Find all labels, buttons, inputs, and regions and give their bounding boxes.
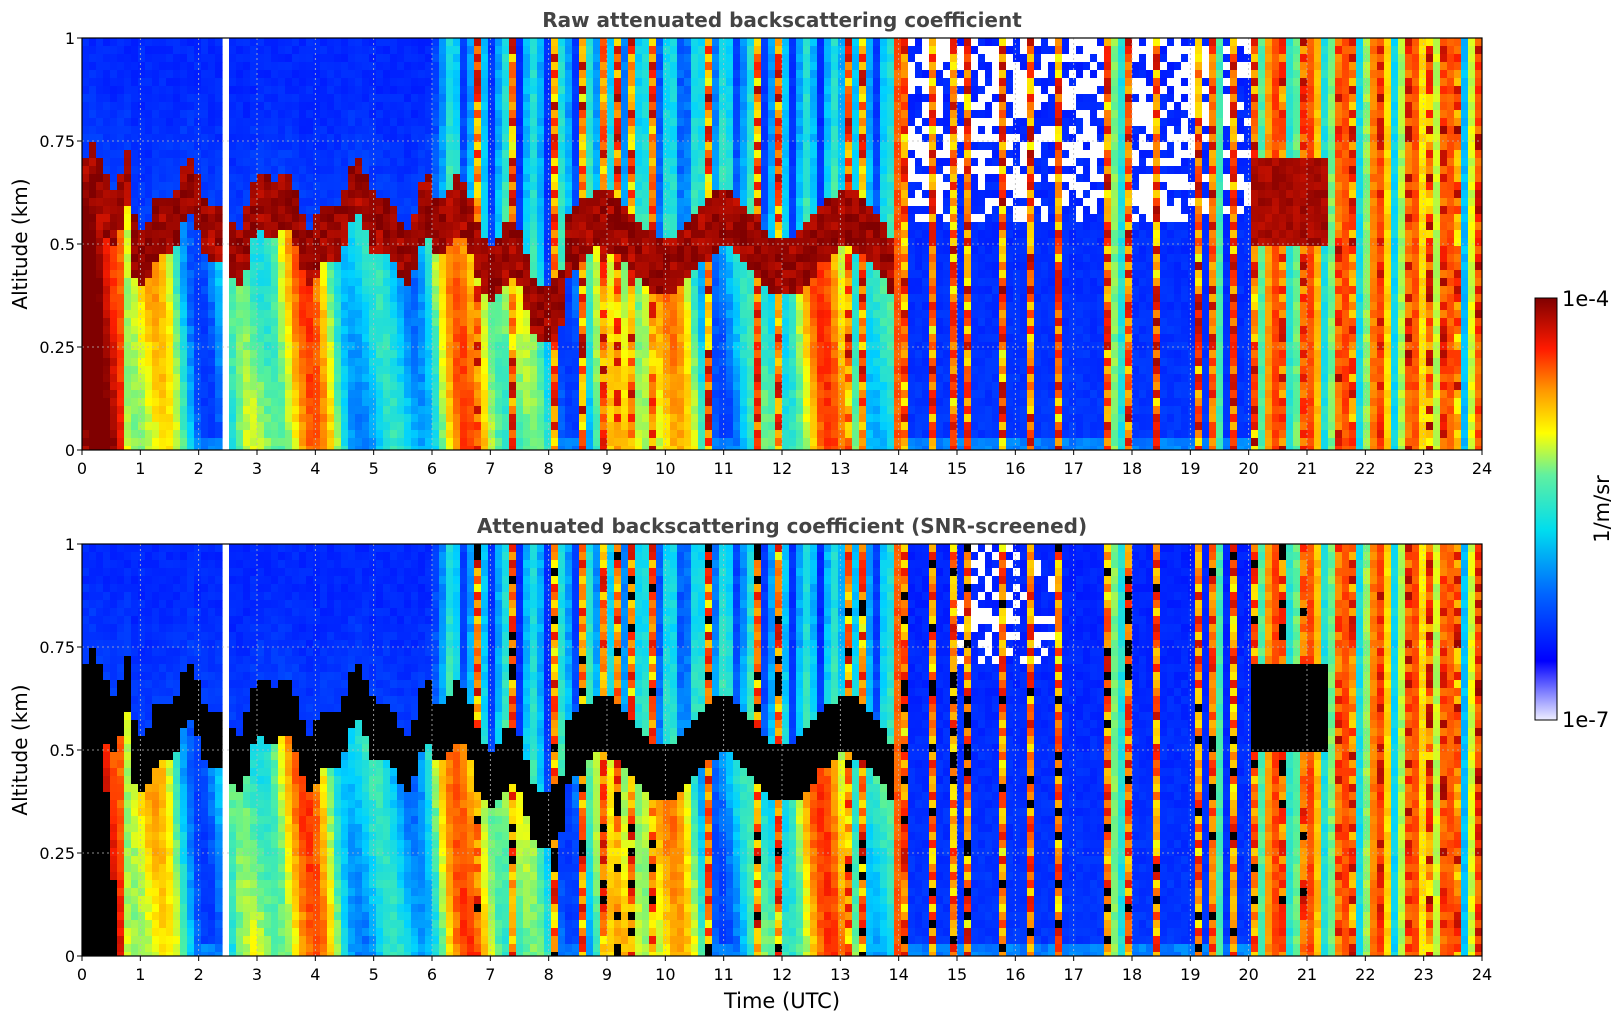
y-tick-label: 0 xyxy=(65,947,75,966)
x-tick-label: 21 xyxy=(1297,965,1317,984)
x-tick-label: 15 xyxy=(947,459,967,478)
y-tick-label: 0.25 xyxy=(39,338,75,357)
x-tick-label: 18 xyxy=(1122,459,1142,478)
y-tick-label: 0.5 xyxy=(50,235,75,254)
x-tick-label: 12 xyxy=(772,459,792,478)
axis-ticks: 0 1 2 3 4 5 6 7 8 9 10 11 12 13 14 15 16 17 18 19 20 21 22 23 24… xyxy=(39,29,1492,478)
x-tick-label: 9 xyxy=(602,965,612,984)
x-tick-label: 18 xyxy=(1122,965,1142,984)
x-tick-label: 7 xyxy=(485,965,495,984)
x-tick-label: 1 xyxy=(135,965,145,984)
x-tick-label: 3 xyxy=(252,459,262,478)
x-tick-label: 1 xyxy=(135,459,145,478)
x-tick-label: 13 xyxy=(830,965,850,984)
y-tick-label: 0 xyxy=(65,441,75,460)
x-tick-label: 0 xyxy=(77,459,87,478)
x-tick-label: 23 xyxy=(1413,965,1433,984)
x-tick-label: 21 xyxy=(1297,459,1317,478)
x-tick-label: 24 xyxy=(1472,965,1492,984)
x-tick-label: 11 xyxy=(713,459,733,478)
x-tick-label: 4 xyxy=(310,965,320,984)
x-tick-label: 0 xyxy=(77,965,87,984)
x-tick-label: 14 xyxy=(888,965,908,984)
x-tick-label: 8 xyxy=(544,965,554,984)
x-tick-label: 24 xyxy=(1472,459,1492,478)
colorbar-min-label: 1e-7 xyxy=(1562,708,1609,732)
heatmap-screened xyxy=(82,544,1482,956)
x-tick-label: 8 xyxy=(544,459,554,478)
y-tick-label: 0.75 xyxy=(39,132,75,151)
x-tick-label: 16 xyxy=(1005,459,1025,478)
heatmap-raw xyxy=(82,38,1482,450)
x-tick-label: 5 xyxy=(369,459,379,478)
x-tick-label: 15 xyxy=(947,965,967,984)
x-axis-label: Time (UTC) xyxy=(723,989,840,1013)
colorbar-max-label: 1e-4 xyxy=(1562,287,1609,311)
x-tick-label: 12 xyxy=(772,965,792,984)
axis-ticks: 0 1 2 3 4 5 6 7 8 9 10 11 12 13 14 15 16 17 18 19 20 21 22 23 24… xyxy=(39,535,1492,984)
y-tick-label: 0.5 xyxy=(50,741,75,760)
x-tick-label: 19 xyxy=(1180,965,1200,984)
x-tick-label: 20 xyxy=(1238,965,1258,984)
x-tick-label: 4 xyxy=(310,459,320,478)
x-tick-label: 19 xyxy=(1180,459,1200,478)
x-tick-label: 6 xyxy=(427,965,437,984)
x-tick-label: 2 xyxy=(194,965,204,984)
panel-screened: Attenuated backscattering coefficient (S… xyxy=(8,514,1492,1013)
y-axis-label: Altitude (km) xyxy=(8,684,32,815)
x-tick-label: 16 xyxy=(1005,965,1025,984)
colorbar: 1e-4 1e-7 1/m/sr xyxy=(1534,287,1614,732)
x-tick-label: 2 xyxy=(194,459,204,478)
x-tick-label: 17 xyxy=(1063,459,1083,478)
y-tick-label: 0.75 xyxy=(39,638,75,657)
panel-title: Raw attenuated backscattering coefficien… xyxy=(542,8,1022,32)
x-tick-label: 7 xyxy=(485,459,495,478)
y-tick-label: 1 xyxy=(65,535,75,554)
x-tick-label: 3 xyxy=(252,965,262,984)
colorbar-unit-label: 1/m/sr xyxy=(1590,475,1614,543)
x-tick-label: 17 xyxy=(1063,965,1083,984)
x-tick-label: 6 xyxy=(427,459,437,478)
x-tick-label: 9 xyxy=(602,459,612,478)
x-tick-label: 5 xyxy=(369,965,379,984)
x-tick-label: 11 xyxy=(713,965,733,984)
y-tick-label: 0.25 xyxy=(39,844,75,863)
panel-raw: Raw attenuated backscattering coefficien… xyxy=(8,8,1492,478)
x-tick-label: 10 xyxy=(655,965,675,984)
x-tick-label: 23 xyxy=(1413,459,1433,478)
panel-title: Attenuated backscattering coefficient (S… xyxy=(477,514,1087,538)
x-tick-label: 10 xyxy=(655,459,675,478)
x-tick-label: 20 xyxy=(1238,459,1258,478)
x-tick-label: 13 xyxy=(830,459,850,478)
colorbar-gradient xyxy=(1534,297,1558,721)
x-tick-label: 22 xyxy=(1355,459,1375,478)
x-tick-label: 14 xyxy=(888,459,908,478)
y-tick-label: 1 xyxy=(65,29,75,48)
x-tick-label: 22 xyxy=(1355,965,1375,984)
y-axis-label: Altitude (km) xyxy=(8,178,32,309)
